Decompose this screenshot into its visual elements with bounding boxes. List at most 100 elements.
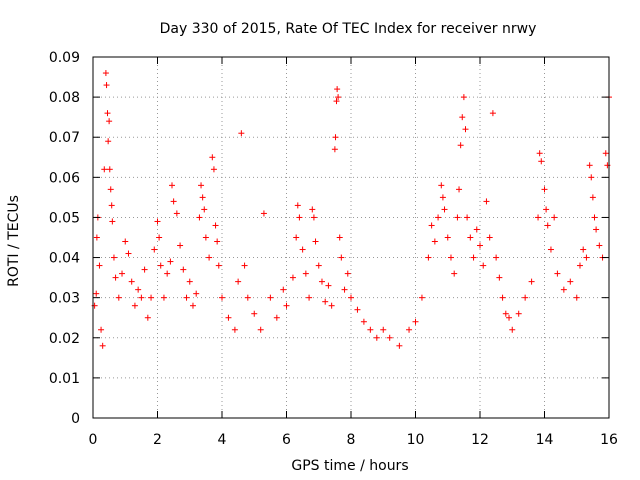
data-point	[322, 298, 329, 305]
y-tick-label: 0	[71, 411, 80, 427]
x-tick-label: 4	[218, 432, 227, 448]
data-point	[551, 214, 558, 221]
data-point	[189, 302, 196, 309]
data-point	[328, 302, 335, 309]
data-point	[451, 270, 458, 277]
data-point	[396, 342, 403, 349]
data-point	[428, 222, 435, 229]
data-point	[335, 94, 342, 101]
x-tick-label: 0	[89, 432, 98, 448]
data-points	[91, 70, 612, 349]
data-point	[438, 182, 445, 189]
data-point	[167, 258, 174, 265]
data-point	[206, 254, 213, 261]
data-point	[431, 238, 438, 245]
data-point	[470, 254, 477, 261]
data-point	[93, 234, 100, 241]
data-point	[289, 274, 296, 281]
y-tick-labels: 0 0.01 0.02 0.03 0.04 0.05 0.06 0.07 0.08 0.09	[49, 50, 80, 427]
data-point	[473, 226, 480, 233]
data-point	[588, 174, 595, 181]
data-point	[219, 294, 225, 301]
data-point	[477, 242, 483, 249]
data-point	[104, 110, 111, 117]
data-point	[296, 214, 303, 221]
data-point	[486, 234, 493, 241]
data-point	[125, 250, 132, 257]
data-point	[293, 234, 300, 241]
data-point	[98, 326, 105, 333]
x-axis-label: GPS time / hours	[291, 458, 408, 474]
y-tick-label: 0.05	[49, 210, 80, 226]
data-point	[567, 278, 574, 285]
data-point	[144, 314, 151, 321]
data-point	[299, 246, 306, 253]
data-point	[99, 342, 106, 349]
data-point	[310, 214, 317, 221]
y-tick-label: 0.03	[49, 291, 80, 307]
data-point	[315, 262, 322, 269]
data-point	[380, 326, 387, 333]
y-tick-label: 0.07	[49, 130, 80, 146]
data-point	[538, 158, 545, 165]
data-point	[602, 150, 609, 157]
data-point	[106, 166, 113, 173]
data-point	[131, 302, 138, 309]
data-point	[506, 314, 513, 321]
data-point	[406, 326, 413, 333]
data-point	[105, 138, 112, 145]
data-point	[251, 310, 258, 317]
data-point	[244, 294, 251, 301]
data-point	[260, 210, 267, 217]
data-point	[457, 142, 464, 149]
data-point	[596, 242, 603, 249]
data-point	[373, 334, 380, 341]
data-point	[231, 326, 238, 333]
data-point	[212, 222, 219, 229]
data-point	[312, 238, 319, 245]
data-point	[214, 238, 221, 245]
data-point	[309, 206, 316, 213]
data-point	[102, 70, 109, 77]
data-point	[112, 274, 119, 281]
data-point	[444, 234, 451, 241]
data-point	[115, 294, 122, 301]
data-point	[560, 286, 567, 293]
data-point	[238, 130, 245, 137]
data-point	[96, 262, 103, 269]
data-point	[151, 246, 158, 253]
data-point	[180, 266, 187, 273]
data-point	[119, 270, 126, 277]
data-point	[306, 294, 313, 301]
data-point	[241, 262, 248, 269]
data-point	[462, 126, 469, 133]
data-point	[183, 294, 190, 301]
chart-title: Day 330 of 2015, Rate Of TEC Index for r…	[160, 21, 537, 37]
data-point	[332, 134, 339, 141]
data-point	[348, 294, 354, 301]
data-point	[483, 198, 490, 205]
data-point	[93, 290, 100, 297]
data-point	[489, 110, 496, 117]
x-tick-label: 14	[536, 432, 554, 448]
x-tick-label: 8	[347, 432, 356, 448]
data-point	[157, 262, 164, 269]
data-point	[273, 314, 280, 321]
data-point	[496, 274, 503, 281]
data-point	[302, 270, 309, 277]
data-point	[509, 326, 516, 333]
data-point	[177, 242, 184, 249]
data-point	[141, 266, 148, 273]
data-point	[173, 210, 180, 217]
data-point	[318, 278, 325, 285]
data-point	[235, 278, 242, 285]
y-tick-label: 0.09	[49, 50, 80, 66]
data-point	[103, 82, 110, 89]
data-point	[541, 186, 548, 193]
data-point	[331, 146, 338, 153]
y-axis-label: ROTI / TECUs	[6, 195, 22, 287]
data-point	[593, 226, 600, 233]
data-point	[589, 194, 596, 201]
